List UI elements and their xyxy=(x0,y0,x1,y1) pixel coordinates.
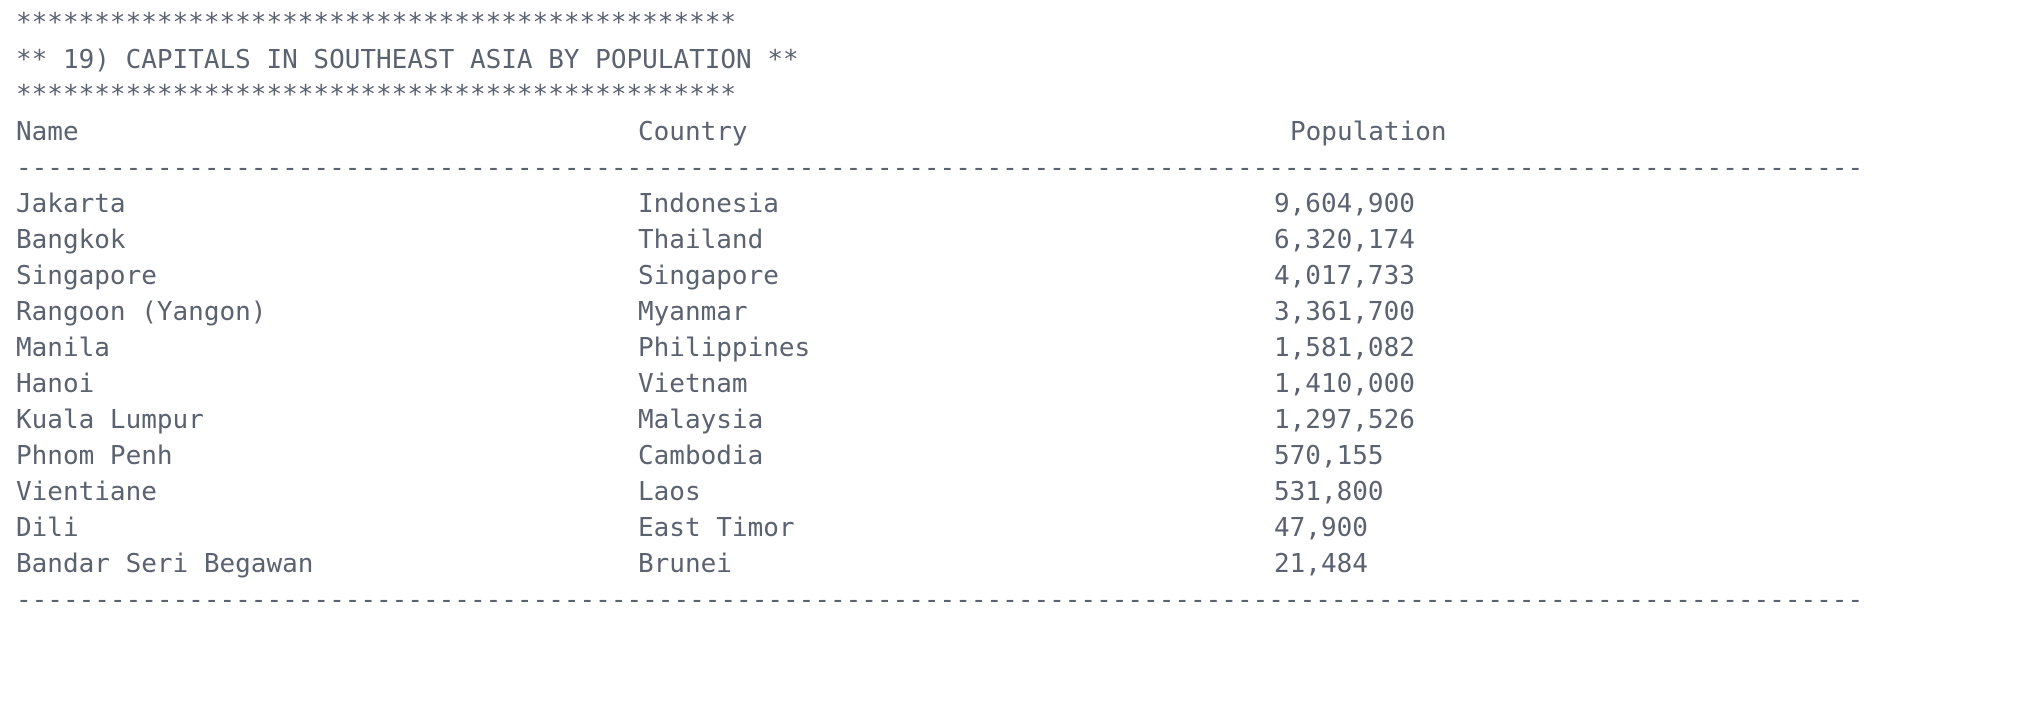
cell-country: Singapore xyxy=(638,261,779,291)
table-row: Bandar Seri Begawan Brunei 21,484 xyxy=(16,546,1368,582)
cell-name: Vientiane xyxy=(16,477,157,507)
cell-country: Myanmar xyxy=(638,297,748,327)
cell-name: Rangoon (Yangon) xyxy=(16,297,267,327)
cell-country: Thailand xyxy=(638,225,764,255)
separator-top: ----------------------------------------… xyxy=(16,153,1864,183)
cell-population: 6,320,174 xyxy=(1274,225,1415,255)
cell-name: Jakarta xyxy=(16,189,126,219)
table-row: Dili East Timor 47,900 xyxy=(16,510,1368,546)
table-header: Name Country Population xyxy=(16,114,1447,150)
banner-stars-bottom: ****************************************… xyxy=(16,80,737,110)
cell-name: Singapore xyxy=(16,261,157,291)
table-row: Kuala Lumpur Malaysia 1,297,526 xyxy=(16,402,1415,438)
cell-population: 1,410,000 xyxy=(1274,369,1415,399)
terminal-output: ****************************************… xyxy=(16,8,1864,615)
separator-bottom: ----------------------------------------… xyxy=(16,585,1864,615)
cell-name: Kuala Lumpur xyxy=(16,405,204,435)
cell-country: Philippines xyxy=(638,333,811,363)
table-row: Rangoon (Yangon) Myanmar 3,361,700 xyxy=(16,294,1415,330)
cell-country: Laos xyxy=(638,477,701,507)
cell-population: 4,017,733 xyxy=(1274,261,1415,291)
cell-name: Dili xyxy=(16,513,79,543)
cell-population: 570,155 xyxy=(1274,441,1384,471)
cell-name: Bandar Seri Begawan xyxy=(16,549,314,579)
header-name: Name xyxy=(16,117,79,147)
cell-population: 9,604,900 xyxy=(1274,189,1415,219)
cell-name: Bangkok xyxy=(16,225,126,255)
cell-name: Hanoi xyxy=(16,369,95,399)
table-row: Hanoi Vietnam 1,410,000 xyxy=(16,366,1415,402)
cell-population: 531,800 xyxy=(1274,477,1384,507)
banner-title: ** 19) CAPITALS IN SOUTHEAST ASIA BY POP… xyxy=(16,45,799,75)
table-row: Jakarta Indonesia 9,604,900 xyxy=(16,186,1415,222)
table-row: Vientiane Laos 531,800 xyxy=(16,474,1384,510)
cell-country: Brunei xyxy=(638,549,732,579)
cell-population: 3,361,700 xyxy=(1274,297,1415,327)
cell-population: 1,581,082 xyxy=(1274,333,1415,363)
cell-country: Malaysia xyxy=(638,405,764,435)
header-country: Country xyxy=(638,117,748,147)
cell-country: Indonesia xyxy=(638,189,779,219)
table-row: Singapore Singapore 4,017,733 xyxy=(16,258,1415,294)
cell-population: 1,297,526 xyxy=(1274,405,1415,435)
cell-country: Vietnam xyxy=(638,369,748,399)
cell-name: Manila xyxy=(16,333,110,363)
table-row: Manila Philippines 1,581,082 xyxy=(16,330,1415,366)
cell-name: Phnom Penh xyxy=(16,441,173,471)
header-population: Population xyxy=(1290,117,1447,147)
table-row: Phnom Penh Cambodia 570,155 xyxy=(16,438,1384,474)
cell-country: East Timor xyxy=(638,513,795,543)
cell-population: 21,484 xyxy=(1274,549,1368,579)
cell-country: Cambodia xyxy=(638,441,764,471)
table-row: Bangkok Thailand 6,320,174 xyxy=(16,222,1415,258)
cell-population: 47,900 xyxy=(1274,513,1368,543)
banner-stars-top: ****************************************… xyxy=(16,8,737,38)
